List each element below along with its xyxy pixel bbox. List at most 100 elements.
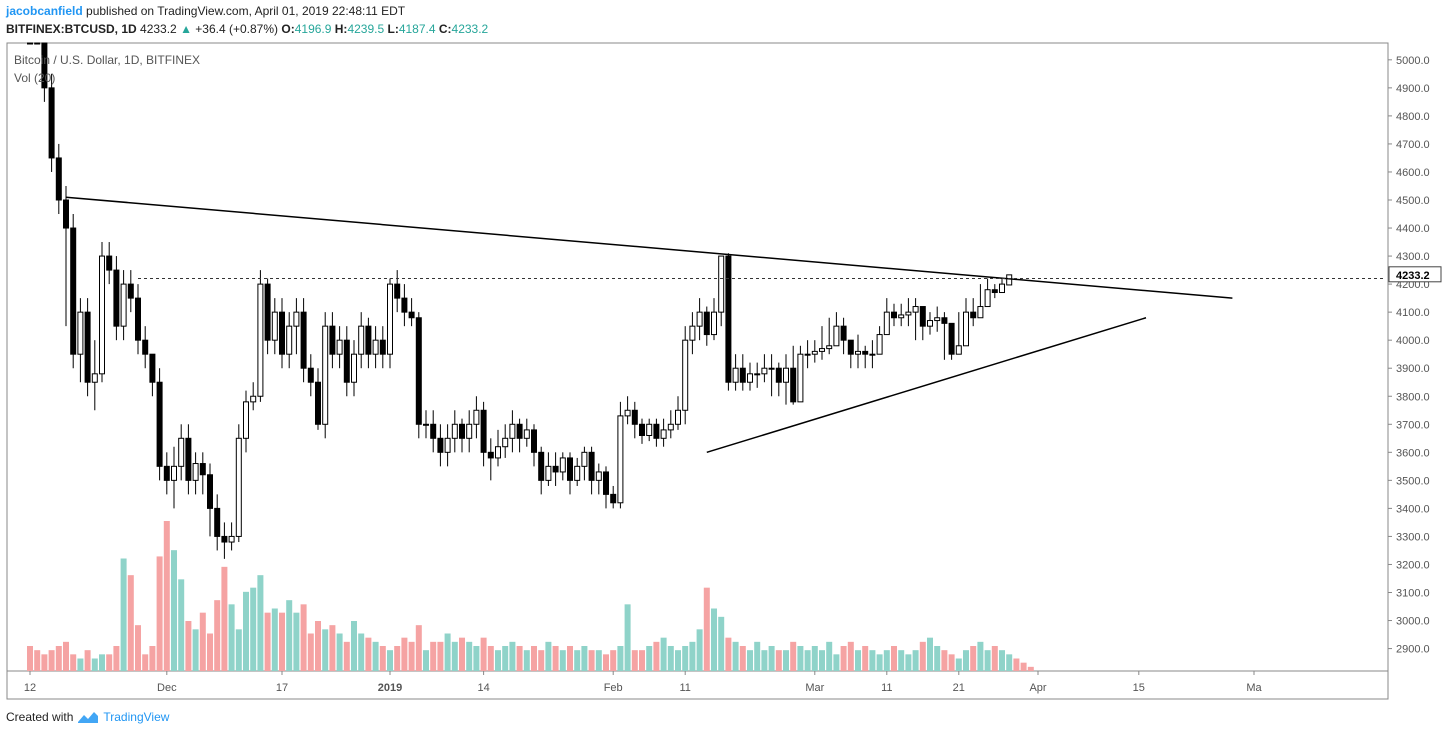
bullish-candle — [91, 373, 98, 383]
bullish-candle — [876, 334, 883, 355]
volume-bar — [423, 650, 429, 671]
author-link[interactable]: jacobcanfield — [6, 4, 83, 18]
ascending-support-trendline — [706, 317, 1147, 454]
bearish-candle — [487, 451, 494, 459]
price-axis[interactable]: 2900.0 3000.0 3100.0 3200.0 3300.0 3400.0 3500… — [1388, 55, 1442, 656]
volume-bar — [783, 650, 789, 671]
bearish-candle — [970, 311, 977, 319]
bullish-candle — [783, 367, 789, 383]
high-label: H: — [334, 22, 348, 36]
volume-bar — [948, 654, 955, 671]
time-axis[interactable]: 12 Dec 17 2019 14 Feb 11 Mar 11 21 Apr 15 Ma — [24, 671, 1263, 694]
price-tick-label: 4800.0 — [1396, 111, 1430, 123]
bearish-candle — [991, 289, 998, 294]
bullish-candle — [624, 409, 631, 417]
bullish-candle — [934, 317, 941, 322]
volume-bar — [459, 637, 465, 671]
volume-bar — [941, 650, 948, 671]
price-tick-label: 3500.0 — [1396, 475, 1430, 487]
volume-indicator-label: Vol (20) — [14, 71, 55, 85]
volume-bar — [919, 641, 926, 671]
bearish-candle — [552, 465, 559, 473]
volume-bar — [401, 637, 408, 671]
time-tick-label: Dec — [157, 682, 177, 694]
volume-bar — [315, 621, 321, 671]
close-label: C: — [438, 22, 452, 36]
volume-bar — [171, 550, 177, 671]
low-value: 4187.4 — [398, 22, 436, 36]
time-tick-label: Mar — [805, 682, 824, 694]
volume-bar — [991, 646, 998, 671]
bullish-candle — [833, 325, 840, 347]
bullish-candle — [761, 367, 768, 375]
volume-bar — [905, 654, 912, 671]
bearish-candle — [41, 42, 48, 89]
volume-bar — [264, 612, 271, 671]
bullish-candle — [351, 353, 357, 383]
bullish-candle — [811, 350, 818, 355]
volume-bar — [48, 650, 55, 671]
bearish-candle — [588, 451, 595, 481]
volume-bar — [480, 637, 487, 671]
time-tick-label: 12 — [24, 682, 36, 694]
volume-bar — [286, 600, 293, 671]
price-tick-label: 4300.0 — [1396, 251, 1430, 263]
volume-bar — [84, 650, 91, 671]
volume-bar — [754, 641, 761, 671]
bullish-candle — [451, 423, 458, 439]
bullish-candle — [473, 409, 480, 425]
volume-bar — [415, 625, 422, 671]
bearish-candle — [135, 297, 141, 341]
volume-bar — [106, 654, 113, 671]
volume-bar — [1006, 654, 1013, 671]
volume-bar — [77, 658, 84, 671]
bullish-candle — [444, 437, 451, 453]
volume-bar — [207, 633, 213, 671]
volume-bar — [682, 646, 689, 671]
volume-bar — [437, 641, 444, 671]
volume-bar — [149, 646, 156, 671]
bullish-candle — [545, 465, 552, 481]
bearish-candle — [891, 311, 897, 319]
bearish-candle — [603, 471, 609, 495]
volume-bar — [509, 641, 516, 671]
volume-bar — [747, 650, 753, 671]
volume-bar — [711, 608, 717, 671]
volume-bar — [307, 633, 314, 671]
volume-bar — [999, 650, 1005, 671]
bearish-candle — [459, 423, 465, 439]
time-tick-label: 21 — [953, 682, 965, 694]
bullish-candle — [271, 311, 278, 341]
bearish-candle — [941, 317, 948, 324]
bullish-candle — [667, 423, 674, 431]
bearish-candle — [516, 423, 523, 439]
volume-bar — [199, 612, 206, 671]
volume-bar — [718, 616, 725, 671]
tradingview-link[interactable]: TradingView — [103, 710, 170, 724]
bullish-candle — [523, 429, 530, 439]
bearish-candle — [567, 457, 573, 481]
bullish-candle — [372, 339, 379, 355]
volume-bar — [444, 633, 451, 671]
price-tick-label: 4100.0 — [1396, 307, 1430, 319]
volume-bar — [574, 650, 581, 671]
bullish-candle — [387, 283, 393, 355]
volume-bar — [826, 641, 833, 671]
volume-bar — [70, 654, 77, 671]
bearish-candle — [430, 423, 437, 439]
bullish-candle — [898, 314, 905, 319]
price-tick-label: 3300.0 — [1396, 531, 1430, 543]
volume-bar — [631, 650, 638, 671]
volume-bar — [293, 612, 300, 671]
bearish-candle — [63, 199, 69, 229]
low-label: L: — [387, 22, 399, 36]
bullish-candle — [336, 339, 343, 355]
bearish-candle — [379, 339, 386, 355]
volume-bar — [977, 641, 984, 671]
price-tick-label: 3800.0 — [1396, 391, 1430, 403]
bearish-candle — [163, 465, 170, 481]
bullish-candle — [559, 457, 566, 473]
open-label: O: — [281, 22, 295, 36]
bearish-candle — [480, 409, 487, 453]
